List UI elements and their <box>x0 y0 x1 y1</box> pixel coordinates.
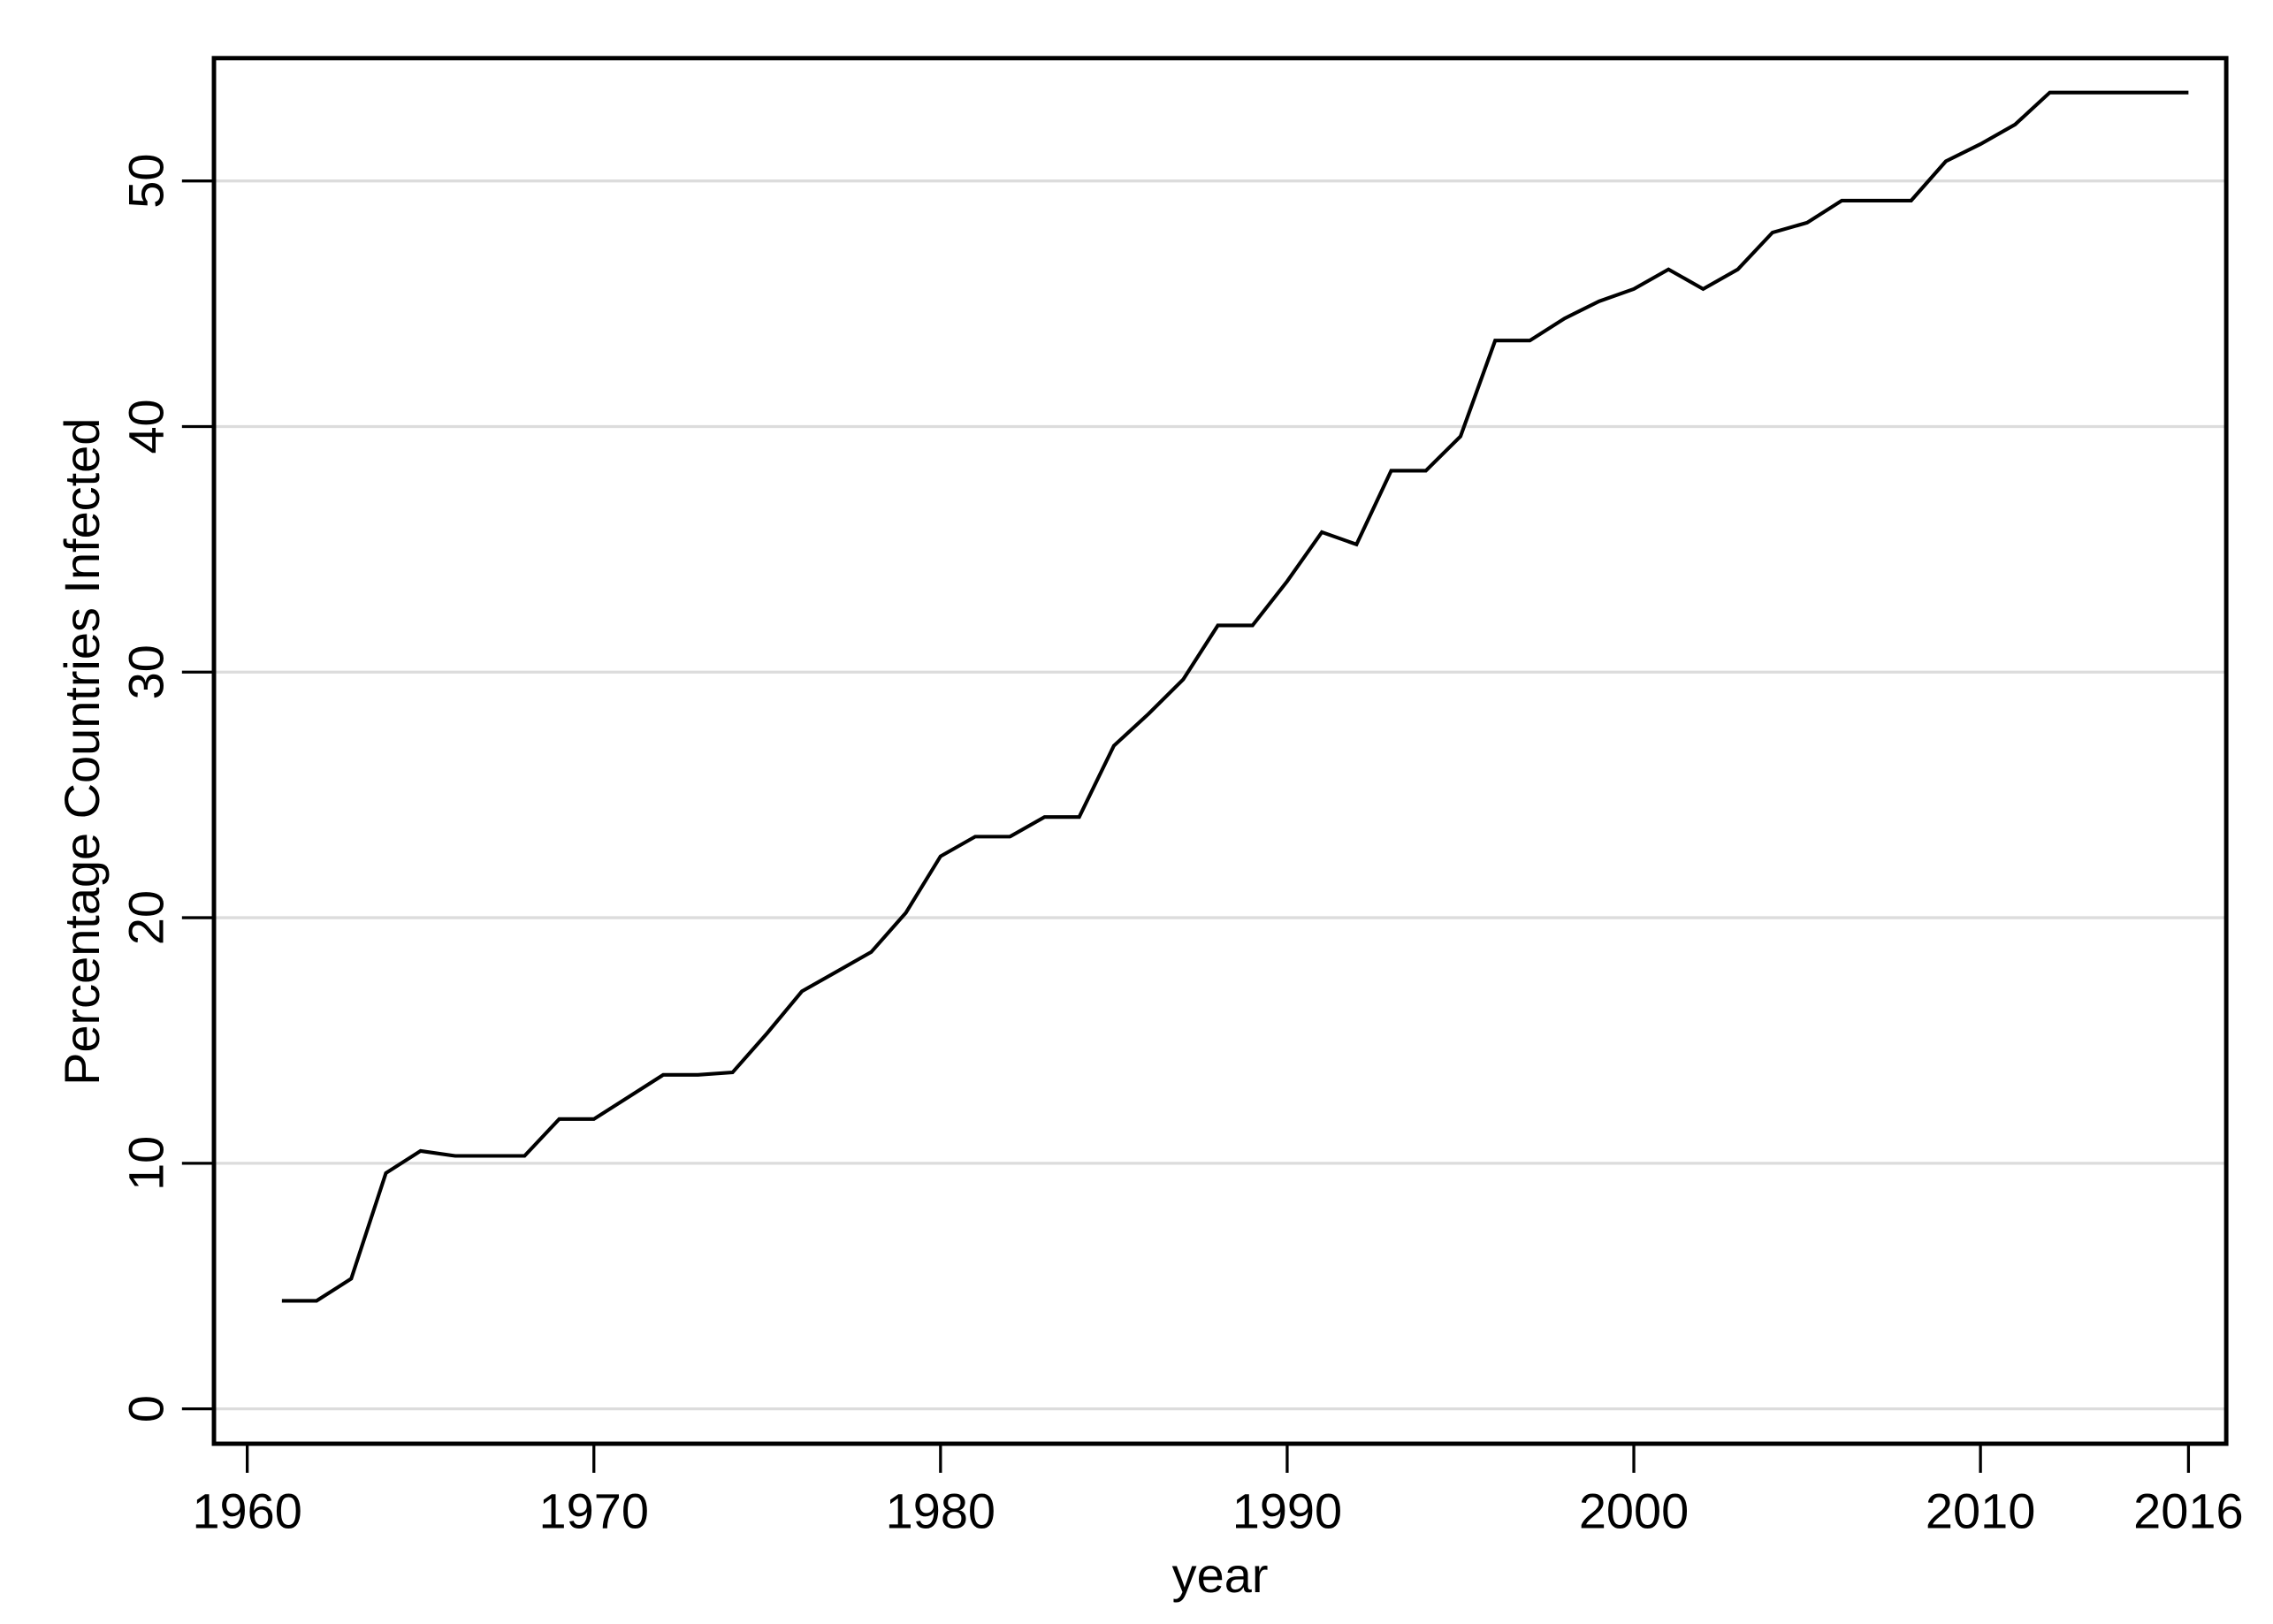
x-tick-label: 1990 <box>1232 1483 1342 1538</box>
data-line <box>281 90 2189 1303</box>
y-tick-label: 50 <box>118 154 173 209</box>
y-tick-label: 20 <box>118 890 173 945</box>
x-tick-label: 1970 <box>539 1483 649 1538</box>
x-tick-label: 1980 <box>886 1483 995 1538</box>
x-tick-label: 1960 <box>192 1483 301 1538</box>
x-tick-label: 2016 <box>2133 1483 2243 1538</box>
y-tick-label: 30 <box>118 644 173 699</box>
y-tick-label: 40 <box>118 399 173 454</box>
x-tick-label: 2010 <box>1926 1483 2035 1538</box>
x-axis-label: year <box>1172 1547 1269 1603</box>
y-tick-label: 10 <box>118 1136 173 1191</box>
y-axis-label: Percentage Countries Infected <box>54 418 110 1086</box>
plot-frame <box>211 56 2229 1446</box>
x-tick-label: 2000 <box>1579 1483 1689 1538</box>
y-tick-label: 0 <box>118 1395 173 1422</box>
